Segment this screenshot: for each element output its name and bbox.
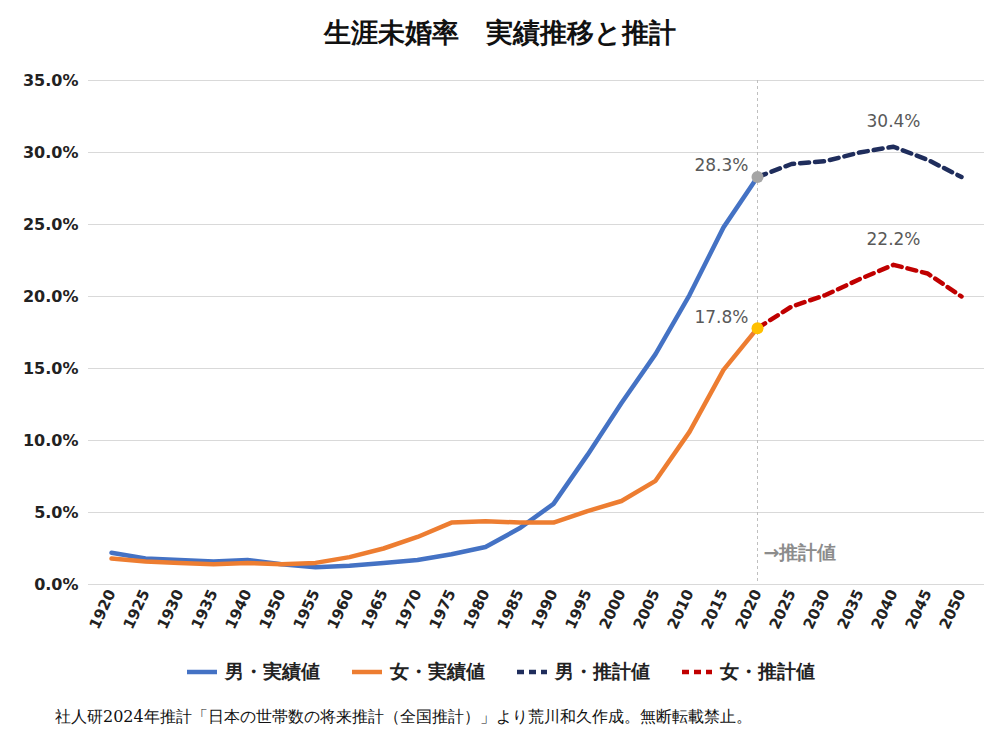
svg-text:0.0%: 0.0%: [34, 575, 78, 594]
svg-text:2030: 2030: [800, 587, 834, 632]
html-text:生涯未婚率 実績推移と推計: 生涯未婚率 実績推移と推計: [324, 17, 676, 48]
svg-text:1935: 1935: [188, 587, 222, 632]
svg-text:2010: 2010: [664, 587, 698, 632]
svg-text:2025: 2025: [766, 587, 800, 632]
svg-text:30.0%: 30.0%: [23, 143, 79, 162]
svg-text:2015: 2015: [698, 587, 732, 632]
svg-text:15.0%: 15.0%: [23, 359, 79, 378]
html-text:女・実績値: 女・実績値: [390, 660, 485, 682]
svg-text:2035: 2035: [834, 587, 868, 632]
html-text:男・推計値: 男・推計値: [555, 660, 650, 682]
svg-text:1995: 1995: [562, 587, 596, 632]
svg-text:25.0%: 25.0%: [23, 215, 79, 234]
svg-text:2005: 2005: [630, 587, 664, 632]
svg-text:1940: 1940: [222, 587, 256, 632]
svg-text:1955: 1955: [290, 587, 324, 632]
svg-text:2045: 2045: [902, 587, 936, 632]
svg-text:22.2%: 22.2%: [866, 229, 920, 249]
svg-text:2020: 2020: [732, 587, 766, 632]
svg-text:1980: 1980: [460, 587, 494, 632]
svg-text:28.3%: 28.3%: [694, 155, 748, 175]
svg-text:30.4%: 30.4%: [866, 111, 920, 131]
svg-text:10.0%: 10.0%: [23, 431, 79, 450]
svg-text:1920: 1920: [86, 587, 120, 632]
svg-text:2000: 2000: [596, 587, 630, 632]
svg-text:5.0%: 5.0%: [34, 503, 78, 522]
html-text:社人研2024年推計「日本の世帯数の将来推計（全国推計）」よ: 社人研2024年推計「日本の世帯数の将来推計（全国推計）」より荒川和久作成。無断…: [55, 707, 752, 726]
svg-text:1965: 1965: [358, 587, 392, 632]
svg-text:1975: 1975: [426, 587, 460, 632]
svg-text:1960: 1960: [324, 587, 358, 632]
html-text:女・推計値: 女・推計値: [720, 660, 815, 682]
svg-text:1950: 1950: [256, 587, 290, 632]
svg-text:1925: 1925: [120, 587, 154, 632]
svg-text:1930: 1930: [154, 587, 188, 632]
svg-text:17.8%: 17.8%: [694, 307, 748, 327]
svg-text:→推計値: →推計値: [764, 541, 837, 563]
svg-text:1970: 1970: [392, 587, 426, 632]
svg-text:2040: 2040: [868, 587, 902, 632]
svg-text:2050: 2050: [936, 587, 970, 632]
svg-text:1985: 1985: [494, 587, 528, 632]
html-text:男・実績値: 男・実績値: [225, 660, 320, 682]
svg-text:1990: 1990: [528, 587, 562, 632]
svg-text:20.0%: 20.0%: [23, 287, 79, 306]
svg-text:35.0%: 35.0%: [23, 71, 79, 90]
